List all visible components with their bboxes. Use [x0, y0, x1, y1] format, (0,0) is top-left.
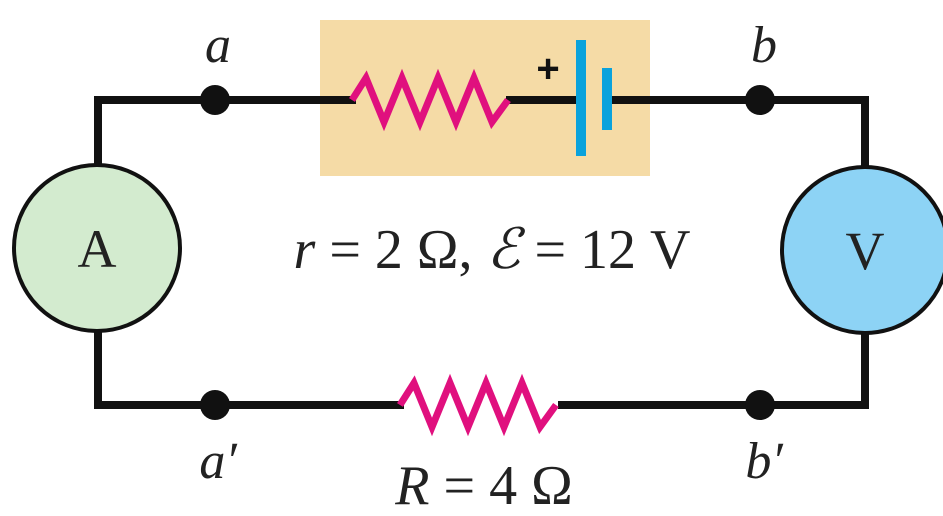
battery-plus-sign: +	[536, 47, 559, 91]
internal-resistance-value: = 2 Ω,	[315, 219, 486, 281]
load-resistor	[397, 373, 559, 437]
node-label-b-prime: b′	[745, 433, 784, 490]
load-resistance-symbol: R	[394, 455, 429, 516]
node-a	[200, 85, 230, 115]
node-label-a: a	[205, 17, 231, 74]
internal-resistor	[349, 68, 511, 132]
voltmeter: V	[780, 165, 943, 335]
battery-symbol	[576, 40, 612, 156]
emf-symbol: ℰ	[487, 219, 526, 281]
voltmeter-circle	[780, 165, 943, 335]
node-b-prime	[745, 390, 775, 420]
emf-value: = 12 V	[520, 219, 690, 281]
node-label-b: b	[751, 17, 777, 74]
node-b	[745, 85, 775, 115]
ammeter: A	[12, 163, 182, 333]
voltmeter-label: V	[846, 221, 885, 281]
load-resistance-value: = 4 Ω	[430, 455, 573, 516]
ammeter-label: A	[78, 219, 117, 279]
bottom-wire	[94, 328, 869, 409]
source-parameters-label: r = 2 Ω, ℰ = 12 V	[294, 219, 691, 281]
node-a-prime	[200, 390, 230, 420]
internal-resistance-symbol: r	[294, 219, 316, 281]
ammeter-circle	[12, 163, 182, 333]
node-label-a-prime: a′	[199, 433, 238, 490]
load-resistance-label: R = 4 Ω	[394, 455, 572, 516]
top-wire	[94, 96, 869, 169]
